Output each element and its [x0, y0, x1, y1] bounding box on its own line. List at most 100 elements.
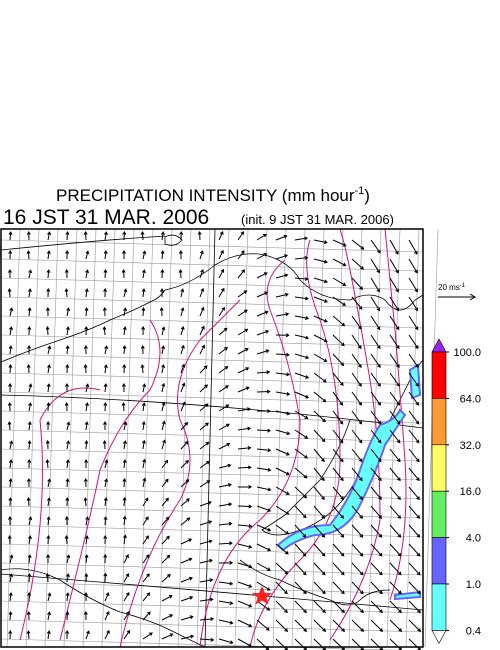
wind-arrow [313, 315, 328, 323]
wind-arrow [180, 382, 186, 393]
wind-arrow [389, 239, 399, 255]
wind-arrow [104, 478, 109, 488]
wind-arrow [9, 573, 14, 583]
graticule [0, 315, 424, 329]
wind-arrow [83, 497, 88, 507]
wind-arrow [237, 484, 253, 489]
wind-arrow [389, 429, 401, 444]
graticule [101, 228, 116, 648]
wind-arrow [103, 269, 108, 279]
wind-arrow [256, 409, 271, 414]
colorbar-segment [431, 537, 447, 585]
graticule [0, 277, 424, 291]
wind-arrow [46, 554, 50, 563]
wind-arrow [237, 290, 248, 298]
wind-arrow [104, 459, 109, 469]
wind-arrow [294, 505, 307, 519]
wind-arrow [313, 372, 327, 383]
wind-arrow [180, 576, 193, 583]
wind-arrow [256, 467, 272, 472]
wind-arrow [256, 600, 271, 611]
wind-arrow [103, 402, 108, 412]
wind-arrow [46, 497, 51, 507]
wind-arrow [142, 573, 150, 583]
wind-arrow [8, 611, 13, 621]
wind-arrow [370, 296, 381, 312]
wind-arrow [408, 562, 421, 576]
wind-arrow [351, 543, 364, 557]
wind-arrow [275, 352, 290, 357]
wind-arrow [218, 404, 230, 412]
wind-arrow [294, 581, 307, 595]
wind-arrow [84, 459, 89, 469]
colorbar-label: 4.0 [466, 533, 481, 545]
map-area [0, 228, 439, 650]
wind-arrow [199, 520, 213, 526]
wind-arrow [370, 581, 383, 595]
wind-arrow [332, 467, 344, 482]
wind-arrow [275, 372, 291, 377]
title-superscript: -1 [355, 185, 365, 197]
wind-arrow [275, 562, 289, 575]
wind-arrow [370, 524, 383, 538]
wind-arrow [180, 325, 185, 336]
wind-arrow [160, 269, 165, 279]
wind-arrow [408, 410, 420, 425]
wind-arrow [313, 562, 326, 576]
wind-arrow [332, 524, 345, 538]
wind-arrow [27, 288, 32, 298]
wind-arrow [351, 600, 364, 614]
wind-arrow [218, 249, 224, 260]
wind-arrow [28, 516, 33, 526]
graticule [0, 239, 424, 253]
wind-arrow [64, 402, 69, 412]
wind-arrow [408, 353, 419, 368]
wind-arrow [104, 610, 110, 621]
wind-arrow [26, 231, 31, 241]
wind-arrow [142, 477, 147, 488]
wind-arrow [256, 389, 271, 394]
wind-arrow [123, 440, 127, 450]
wind-arrow [275, 292, 289, 298]
wind-arrow [237, 250, 245, 260]
wind-arrow [123, 573, 130, 583]
wind-arrow [275, 505, 290, 515]
wind-arrow [408, 429, 420, 444]
wind-arrow [180, 634, 195, 640]
wind-arrow [351, 410, 363, 425]
wind-vectors [7, 230, 422, 650]
wind-arrow [161, 497, 169, 507]
wind-arrow [389, 543, 402, 557]
wind-arrow [180, 538, 193, 545]
wind-arrow [294, 600, 307, 614]
wind-arrow [8, 592, 13, 602]
wind-arrow [84, 440, 89, 450]
wind-arrow [275, 467, 290, 476]
wind-arrow [161, 382, 166, 393]
wind-arrow [199, 578, 214, 583]
wind-arrow [199, 501, 212, 507]
wind-arrow [65, 611, 70, 621]
wind-arrow [370, 562, 383, 576]
wind-arrow [103, 516, 108, 526]
graticule [215, 228, 230, 648]
wind-arrow [65, 592, 70, 602]
wind-arrow [180, 557, 193, 564]
wind-arrow [142, 250, 147, 260]
wind-arrow [122, 459, 127, 469]
graticule [0, 258, 424, 272]
wind-arrow [142, 611, 151, 621]
graticule [386, 228, 401, 648]
graticule [291, 228, 306, 648]
wind-arrow [370, 353, 381, 368]
wind-arrow [26, 611, 31, 621]
wind-arrow [45, 459, 50, 469]
wind-arrow [332, 258, 347, 267]
wind-arrow [370, 277, 380, 293]
wind-arrow [313, 334, 328, 343]
wind-arrow [370, 372, 381, 387]
wind-arrow [8, 364, 13, 374]
wind-arrow [275, 333, 290, 338]
wind-arrow [389, 353, 400, 368]
